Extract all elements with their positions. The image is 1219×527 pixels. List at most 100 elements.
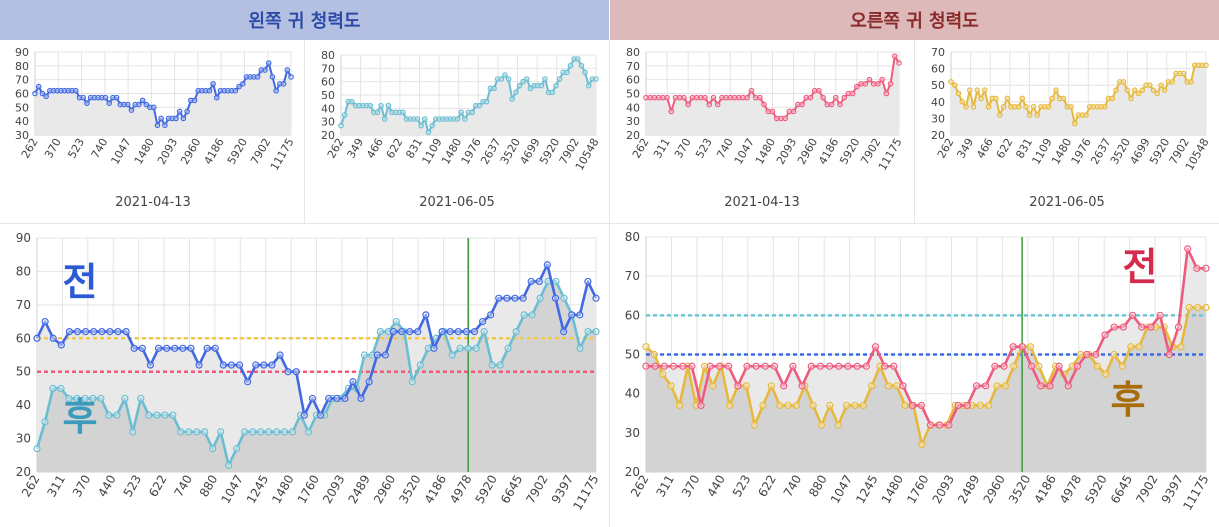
data-point xyxy=(664,94,670,101)
data-point xyxy=(887,81,894,87)
data-point xyxy=(95,94,101,101)
data-point xyxy=(176,108,183,115)
data-point xyxy=(564,69,570,76)
data-point xyxy=(553,82,559,89)
data-point xyxy=(244,378,252,386)
data-point xyxy=(1038,103,1044,110)
data-point xyxy=(679,362,687,370)
data-point xyxy=(284,67,291,73)
data-point xyxy=(349,98,355,105)
data-point xyxy=(706,362,714,370)
data-point xyxy=(268,361,276,369)
data-point xyxy=(73,394,81,403)
x-tick-label: 2960 xyxy=(981,473,1008,506)
data-point xyxy=(503,294,511,302)
x-tick-label: 5920 xyxy=(225,136,250,167)
data-point xyxy=(520,78,526,85)
y-tick-label: 40 xyxy=(625,387,640,401)
data-point xyxy=(816,87,822,94)
data-point xyxy=(832,94,839,101)
data-point xyxy=(97,394,105,403)
data-point xyxy=(365,378,373,386)
data-point xyxy=(685,101,691,108)
y-tick-label: 30 xyxy=(931,112,945,125)
x-tick-label: 7902 xyxy=(1133,473,1160,506)
y-tick-label: 70 xyxy=(625,269,640,283)
data-point xyxy=(841,94,847,101)
y-tick-label: 20 xyxy=(931,129,945,142)
data-point xyxy=(536,294,544,302)
data-point xyxy=(206,87,213,94)
data-point xyxy=(982,382,990,390)
chart-small_right_0605: 2623494666228311109148019762637352046995… xyxy=(931,46,1212,210)
data-point xyxy=(49,384,57,393)
data-point xyxy=(408,378,416,386)
x-tick-label: 1480 xyxy=(132,136,157,167)
x-tick-label: 5920 xyxy=(473,473,500,506)
data-point xyxy=(784,401,792,410)
data-point xyxy=(837,101,843,108)
data-point xyxy=(681,94,687,101)
data-point xyxy=(891,53,898,59)
data-point xyxy=(128,107,135,113)
x-tick-label: 349 xyxy=(954,136,976,161)
data-point xyxy=(470,328,479,336)
right-ear-header: 오른쪽 귀 청력도 xyxy=(610,0,1219,40)
data-point xyxy=(734,382,742,390)
data-point xyxy=(360,351,369,359)
data-point xyxy=(422,311,430,319)
y-tick-label: 40 xyxy=(321,102,335,115)
data-point xyxy=(1008,103,1014,110)
data-point xyxy=(966,87,973,93)
data-point xyxy=(304,428,313,436)
data-point xyxy=(1071,120,1078,127)
data-point xyxy=(642,343,650,351)
data-point xyxy=(1194,303,1202,312)
data-point xyxy=(692,401,700,410)
data-point xyxy=(844,362,852,370)
data-point xyxy=(165,115,172,122)
x-tick-label: 2093 xyxy=(774,136,799,167)
data-point xyxy=(114,328,122,336)
data-point xyxy=(269,74,276,80)
data-point xyxy=(1176,70,1183,77)
data-point xyxy=(799,101,805,108)
x-tick-label: 349 xyxy=(344,136,366,161)
data-point xyxy=(709,382,717,390)
data-point xyxy=(853,362,861,370)
data-point xyxy=(752,362,760,370)
data-point xyxy=(161,411,169,419)
data-point xyxy=(993,382,1001,390)
x-tick-label: 880 xyxy=(197,473,221,500)
data-point xyxy=(896,60,902,66)
data-point xyxy=(1138,323,1146,331)
y-tick-label: 60 xyxy=(15,88,29,101)
x-tick-label: 11175 xyxy=(268,136,297,173)
data-point xyxy=(177,428,185,436)
data-point xyxy=(826,401,834,410)
data-point xyxy=(702,94,708,101)
data-point xyxy=(700,362,709,370)
data-point xyxy=(57,341,65,349)
data-point xyxy=(308,394,317,403)
data-point xyxy=(509,96,516,102)
data-point xyxy=(1049,95,1056,102)
y-tick-label: 50 xyxy=(626,88,640,101)
data-point xyxy=(210,81,216,87)
data-point xyxy=(651,362,659,370)
data-point xyxy=(373,351,381,359)
y-tick-label: 80 xyxy=(15,60,29,73)
data-point xyxy=(1077,350,1085,359)
data-point xyxy=(1147,323,1155,331)
data-point xyxy=(397,328,406,336)
data-point xyxy=(173,115,179,122)
y-tick-label: 30 xyxy=(15,129,29,142)
y-tick-label: 20 xyxy=(626,129,640,142)
data-point xyxy=(1027,362,1036,370)
data-point xyxy=(325,394,333,403)
data-point xyxy=(1202,264,1210,272)
data-point xyxy=(1169,79,1176,85)
data-point xyxy=(65,394,73,403)
data-point xyxy=(1093,362,1101,370)
